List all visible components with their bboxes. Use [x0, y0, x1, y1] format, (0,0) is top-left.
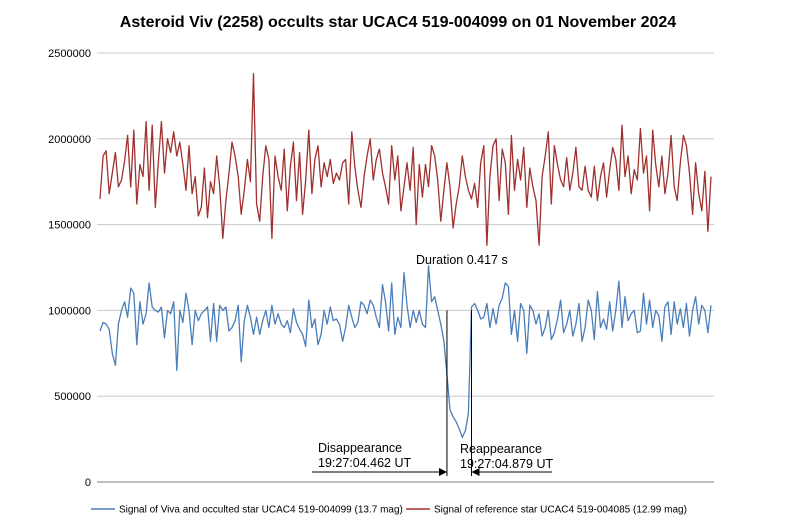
series-line-reference	[99, 72, 712, 246]
y-tick-label: 2000000	[48, 134, 91, 146]
duration-label: Duration 0.417 s	[416, 253, 508, 267]
y-tick-label: 1500000	[48, 220, 91, 232]
reappearance-time: 19:27:04.879 UT	[460, 457, 553, 471]
reappearance-label: Reappearance	[460, 442, 542, 456]
y-tick-label: 2500000	[48, 48, 91, 60]
annotations: Duration 0.417 s Disappearance 19:27:04.…	[312, 253, 553, 476]
disappearance-label: Disappearance	[318, 441, 402, 455]
y-axis-ticks: 0 500000 1000000 1500000 2000000 2500000	[48, 48, 91, 489]
y-tick-label: 1000000	[48, 305, 91, 317]
series-line-target	[99, 265, 712, 439]
legend: Signal of Viva and occulted star UCAC4 5…	[91, 505, 687, 516]
legend-label: Signal of Viva and occulted star UCAC4 5…	[119, 505, 403, 516]
gridlines	[97, 52, 714, 397]
chart-title: Asteroid Viv (2258) occults star UCAC4 5…	[120, 14, 677, 31]
series-lines	[99, 72, 712, 439]
legend-label: Signal of reference star UCAC4 519-00408…	[434, 505, 687, 516]
y-tick-label: 500000	[54, 391, 91, 403]
y-tick-label: 0	[85, 477, 91, 489]
disappearance-time: 19:27:04.462 UT	[318, 456, 411, 470]
